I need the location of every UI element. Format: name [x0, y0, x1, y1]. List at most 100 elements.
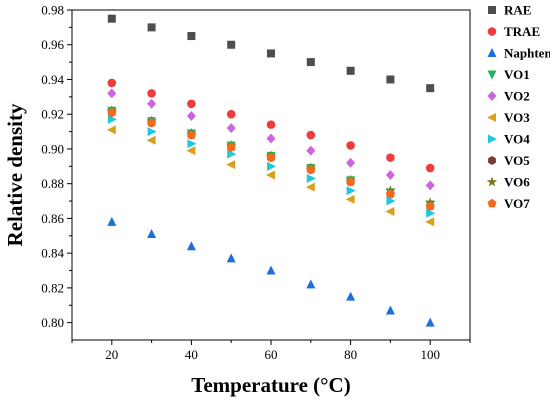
data-point [306, 145, 316, 156]
x-tick-label: 20 [105, 347, 118, 362]
y-tick-label: 0.84 [41, 246, 64, 261]
data-point [346, 291, 356, 301]
legend-marker [487, 113, 496, 122]
data-point [385, 189, 395, 198]
y-tick-label: 0.82 [41, 280, 64, 295]
data-point [186, 146, 196, 156]
data-point [425, 317, 435, 327]
y-tick-label: 0.80 [41, 315, 64, 330]
data-points [106, 14, 436, 327]
legend-label: VO4 [504, 132, 530, 147]
data-point [107, 14, 116, 23]
legend-item: VO3 [487, 110, 530, 125]
series-trae [107, 78, 435, 173]
legend-marker [487, 48, 497, 57]
legend-label: VO7 [504, 196, 530, 211]
data-point [186, 110, 196, 121]
data-point [266, 265, 276, 275]
legend-marker [486, 176, 498, 187]
data-point [386, 153, 395, 162]
data-point [267, 161, 276, 171]
legend-item: Naphtenic [487, 46, 550, 61]
legend-label: Naphtenic [504, 46, 550, 61]
data-point [425, 180, 435, 191]
y-axis: 0.80 0.82 0.84 0.86 0.88 0.90 0.92 0.94 0.96 0.98 [41, 3, 72, 330]
data-point [106, 125, 116, 135]
legend-item: TRAE [487, 24, 540, 39]
data-point [346, 186, 356, 196]
data-point [187, 32, 196, 41]
data-point [306, 279, 316, 289]
data-point [147, 127, 157, 137]
data-point [107, 88, 117, 99]
x-tick-label: 100 [420, 347, 440, 362]
x-axis-title: Temperature (°C) [191, 373, 350, 397]
y-tick-label: 0.98 [41, 3, 64, 18]
data-point [346, 141, 355, 150]
data-point [346, 157, 356, 168]
data-point [186, 241, 196, 251]
series-rae [107, 14, 435, 93]
data-point [227, 40, 236, 49]
legend-label: VO5 [504, 153, 530, 168]
legend-item: VO1 [487, 67, 530, 82]
legend-item: RAE [488, 3, 531, 18]
data-point [305, 182, 315, 192]
data-point [306, 164, 316, 174]
data-point [385, 305, 395, 315]
y-tick-label: 0.88 [41, 176, 64, 191]
data-point [187, 99, 196, 109]
y-tick-label: 0.94 [41, 72, 64, 87]
data-point [346, 177, 356, 186]
x-axis: 20 40 60 80 100 [71, 340, 471, 362]
legend-marker [488, 6, 496, 14]
data-point [266, 152, 276, 162]
legend-label: RAE [504, 3, 531, 18]
data-point [147, 229, 157, 239]
legend-marker [487, 27, 497, 36]
series-vo4 [107, 114, 436, 218]
series-vo7 [107, 107, 435, 211]
data-point [107, 216, 117, 226]
data-point [345, 194, 355, 204]
legend-label: VO3 [504, 110, 530, 125]
legend-label: VO1 [504, 67, 530, 82]
data-point [426, 208, 436, 218]
y-tick-label: 0.92 [41, 107, 64, 122]
series-vo2 [107, 88, 435, 191]
legend-item: VO4 [488, 132, 530, 147]
data-point [425, 163, 435, 173]
data-point [227, 149, 237, 159]
data-point [147, 98, 157, 109]
data-point [147, 23, 156, 32]
data-point [186, 130, 196, 139]
series-vo3 [106, 125, 435, 227]
data-point [266, 120, 276, 129]
legend-item: VO5 [488, 153, 530, 168]
legend-label: TRAE [504, 24, 540, 39]
data-point [386, 75, 395, 84]
legend-item: VO6 [486, 175, 530, 190]
data-point [146, 135, 156, 145]
x-tick-label: 80 [344, 347, 357, 362]
data-point [147, 118, 157, 127]
y-tick-label: 0.86 [41, 211, 64, 226]
data-point [107, 107, 117, 117]
data-point [425, 201, 435, 211]
data-point [226, 142, 236, 152]
data-point [386, 196, 396, 206]
data-point [226, 253, 236, 263]
legend-marker [488, 156, 496, 165]
legend-marker [487, 70, 497, 80]
legend-marker [487, 91, 497, 101]
y-axis-title: Relative density [3, 103, 27, 246]
legend-marker [488, 134, 497, 144]
series-naphtenic [107, 216, 435, 327]
data-point [266, 133, 276, 144]
x-tick-label: 40 [185, 347, 198, 362]
data-point [266, 170, 275, 180]
data-point [147, 89, 156, 98]
legend: RAE TRAE Naphtenic VO1 VO2 VO3 VO4 VO5 VO6 VO7 [486, 3, 550, 211]
data-point [426, 84, 435, 93]
